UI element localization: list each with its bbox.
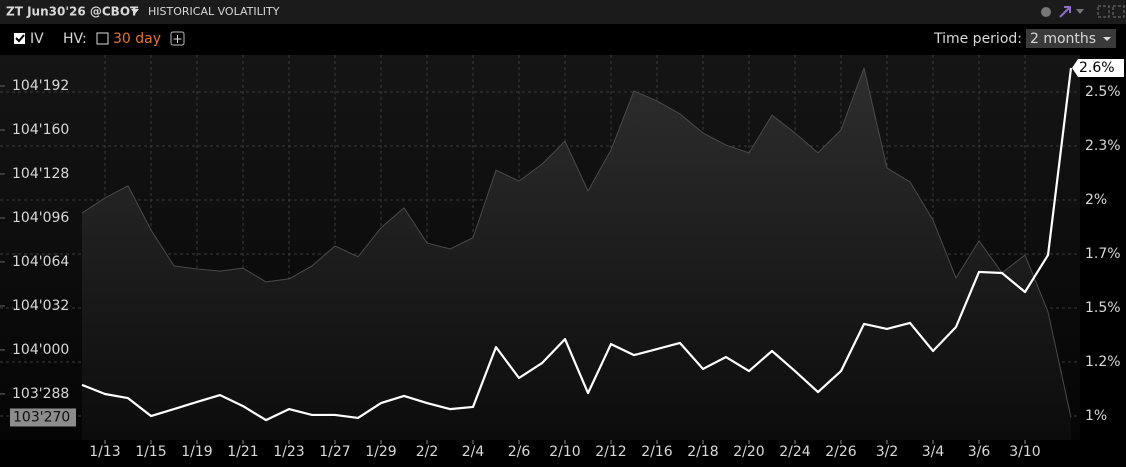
x-tick-label: 3/4 bbox=[922, 444, 945, 460]
last-value-label: 103'270 bbox=[13, 409, 70, 425]
y2-tick-label: 1% bbox=[1085, 408, 1107, 424]
y2-tick-label: 1.7% bbox=[1085, 246, 1121, 262]
price-outline bbox=[81, 67, 1072, 418]
last-value-label: 2.6% bbox=[1079, 60, 1115, 76]
y-tick-label: 104'128 bbox=[12, 166, 69, 182]
x-tick-label: 2/24 bbox=[779, 444, 811, 460]
x-tick-label: 1/29 bbox=[365, 444, 396, 460]
hv-label: HV: bbox=[63, 31, 87, 47]
x-tick-label: 2/6 bbox=[508, 444, 531, 460]
x-tick-label: 2/10 bbox=[549, 444, 580, 460]
settings-icon[interactable] bbox=[1041, 7, 1051, 17]
x-tick-label: 1/21 bbox=[227, 444, 258, 460]
x-tick-label: 2/18 bbox=[687, 444, 718, 460]
y-tick-label: 104'160 bbox=[12, 122, 69, 138]
x-tick-label: 2/4 bbox=[462, 444, 485, 460]
y2-tick-label: 2.3% bbox=[1085, 138, 1121, 154]
x-tick-label: 1/13 bbox=[89, 444, 120, 460]
x-tick-label: 2/20 bbox=[733, 444, 764, 460]
y-tick-label: 103'288 bbox=[12, 386, 69, 402]
y2-tick-label: 1.5% bbox=[1085, 300, 1121, 316]
y2-tick-label: 1.2% bbox=[1085, 354, 1121, 370]
hv-checkbox[interactable] bbox=[96, 32, 109, 45]
x-tick-label: 1/27 bbox=[319, 444, 350, 460]
period-value[interactable]: 2 months bbox=[1030, 31, 1096, 47]
x-tick-label: 3/10 bbox=[1009, 444, 1040, 460]
last-value-box bbox=[1072, 58, 1124, 77]
add-icon bbox=[173, 35, 182, 43]
y2-tick-label: 2% bbox=[1085, 192, 1107, 208]
link-icon[interactable] bbox=[1059, 6, 1071, 18]
close-icon[interactable] bbox=[1112, 5, 1125, 18]
iv-label[interactable]: IV bbox=[30, 31, 44, 47]
x-tick-label: 3/2 bbox=[876, 444, 899, 460]
y-tick-label: 104'064 bbox=[12, 254, 69, 270]
undock-icon[interactable] bbox=[1097, 5, 1110, 18]
hv-period[interactable]: 30 day bbox=[113, 31, 161, 47]
y-tick-label: 104'096 bbox=[12, 210, 69, 226]
x-tick-label: 1/19 bbox=[181, 444, 212, 460]
last-value-box bbox=[10, 408, 76, 427]
title-bar bbox=[0, 0, 1126, 24]
window-icons bbox=[1041, 5, 1125, 18]
link-dropdown[interactable] bbox=[1076, 9, 1084, 14]
price-area bbox=[82, 67, 1071, 440]
y-tick-label: 104'032 bbox=[12, 298, 69, 314]
contract-label[interactable]: ZT Jun30'26 @CBOT bbox=[6, 5, 139, 19]
x-tick-label: 2/26 bbox=[825, 444, 857, 460]
y2-tick-label: 2.5% bbox=[1085, 84, 1121, 100]
period-label: Time period: bbox=[933, 31, 1022, 47]
y-tick-label: 104'192 bbox=[12, 78, 69, 94]
y-tick-label: 104'000 bbox=[12, 342, 69, 358]
panel-title: HISTORICAL VOLATILITY bbox=[148, 5, 280, 18]
iv-check bbox=[15, 34, 25, 43]
contract-dropdown[interactable] bbox=[131, 9, 139, 14]
x-tick-label: 2/2 bbox=[416, 444, 439, 460]
x-tick-label: 1/23 bbox=[273, 444, 304, 460]
period-select[interactable] bbox=[1026, 29, 1116, 48]
period-dropdown[interactable] bbox=[1103, 37, 1111, 41]
add-button[interactable] bbox=[170, 31, 185, 46]
x-tick-label: 2/12 bbox=[595, 444, 626, 460]
x-tick-label: 3/6 bbox=[968, 444, 991, 460]
x-tick-label: 2/16 bbox=[641, 444, 673, 460]
iv-checkbox[interactable] bbox=[14, 33, 25, 44]
iv-line bbox=[81, 67, 1073, 422]
x-tick-label: 1/15 bbox=[135, 444, 166, 460]
